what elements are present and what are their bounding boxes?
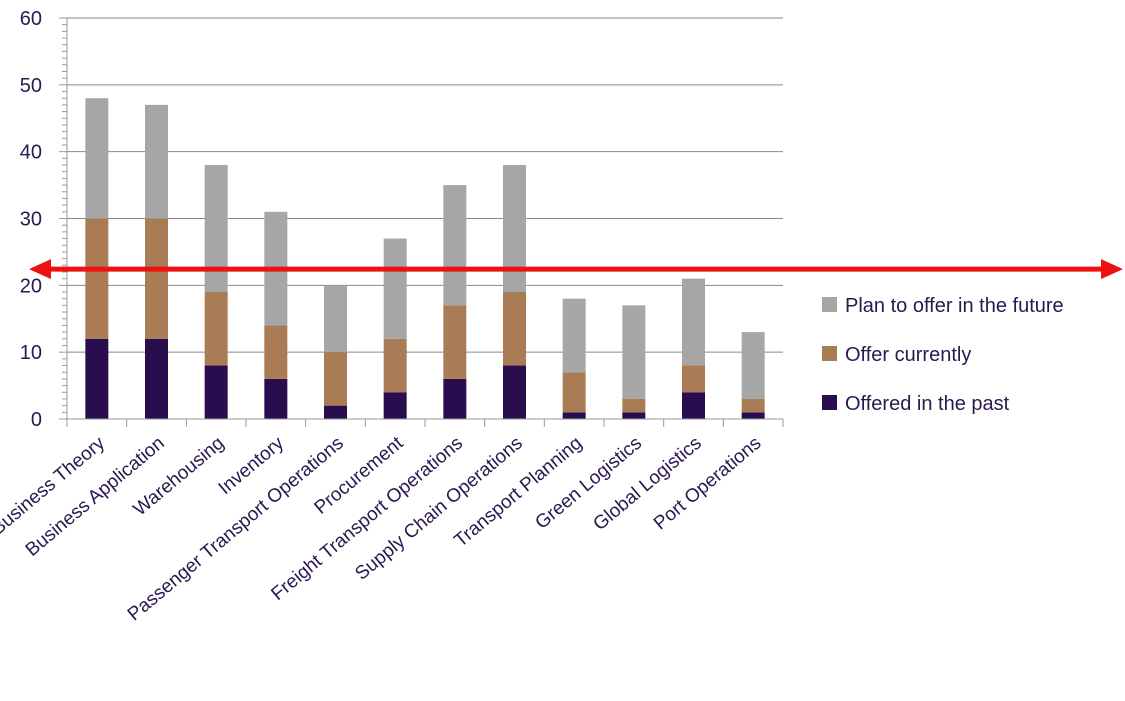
bar-segment	[503, 165, 526, 293]
y-tick-label: 40	[20, 142, 42, 164]
bar-segment	[682, 365, 705, 393]
legend: Plan to offer in the future Offer current…	[822, 295, 1064, 415]
bar-segment	[85, 338, 109, 419]
bar-segment	[383, 392, 407, 419]
y-tick-label: 20	[20, 275, 42, 297]
bar-segment	[204, 292, 228, 366]
arrowhead-left-icon	[29, 259, 51, 280]
bar-segment	[682, 392, 705, 419]
y-tick-label: 60	[20, 8, 42, 30]
bar-segment	[503, 292, 526, 366]
bar-segment	[324, 405, 347, 419]
bar-segment	[264, 325, 288, 379]
y-tick-labels: 0 10 20 30 40 50 60	[20, 8, 42, 431]
category-label: Port Operations	[650, 433, 765, 535]
y-tick-label: 50	[20, 75, 42, 97]
bar-segment	[145, 104, 168, 219]
gridlines	[67, 17, 783, 353]
bar-segment	[145, 218, 168, 339]
bar-segment	[622, 398, 646, 413]
bar-segment	[443, 378, 467, 419]
y-tick-label: 30	[20, 209, 42, 231]
bar-segment	[741, 332, 765, 399]
bar-segment	[741, 412, 765, 419]
bar-segment	[443, 185, 467, 306]
bar-segment	[145, 338, 168, 419]
bar-segment	[622, 305, 646, 399]
bar-segment	[443, 305, 467, 379]
legend-label: Offer currently	[845, 344, 971, 366]
y-tick-label: 0	[31, 409, 42, 431]
legend-swatch	[822, 297, 837, 312]
bar-segment	[503, 365, 526, 419]
bar-segment	[383, 338, 407, 393]
bar-segment	[562, 372, 586, 413]
bar-segment	[264, 378, 288, 419]
bar-segment	[562, 298, 586, 373]
reference-arrow	[29, 259, 1123, 280]
bars	[85, 98, 765, 419]
category-label: Passenger Transport Operations	[124, 433, 348, 626]
legend-label: Plan to offer in the future	[845, 295, 1064, 317]
bar-segment	[682, 278, 705, 366]
y-tick-label: 10	[20, 342, 42, 364]
legend-swatch	[822, 346, 837, 361]
arrowhead-right-icon	[1101, 259, 1123, 280]
bar-segment	[622, 412, 646, 419]
bar-segment	[324, 285, 347, 353]
bar-segment	[204, 365, 228, 419]
category-label: Global Logistics	[589, 433, 705, 535]
bar-segment	[324, 352, 347, 406]
bar-segment	[741, 398, 765, 413]
axes	[59, 17, 784, 427]
bar-segment	[383, 238, 407, 339]
bar-segment	[85, 218, 109, 339]
bar-segment	[562, 412, 586, 419]
legend-swatch	[822, 395, 837, 410]
bar-segment	[85, 98, 109, 219]
legend-label: Offered in the past	[845, 393, 1010, 415]
bar-segment	[204, 165, 228, 293]
